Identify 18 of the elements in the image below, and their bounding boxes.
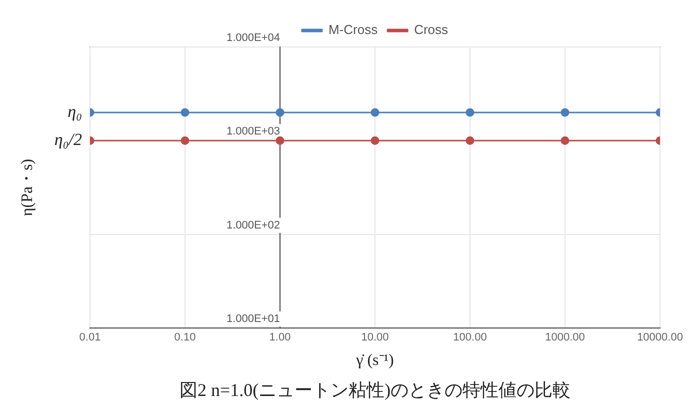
text: η₀/2 — [54, 130, 82, 150]
x-tick-label: 100.00 — [453, 332, 487, 344]
x-tick-label: 10.00 — [361, 332, 389, 344]
x-tick-label: 0.10 — [174, 332, 196, 344]
x-tick-label: 1000.00 — [545, 332, 585, 344]
x-axis-title: γ̇ (s⁻¹) — [355, 352, 394, 370]
y-tick-label: 1.000E+03 — [226, 126, 280, 138]
text: 図2 n=1.0(ニュートン粘性)のときの特性値の比較 — [179, 380, 571, 400]
y-tick-label: 1.000E+02 — [226, 219, 280, 232]
y-axis-title: η(Pa・s) — [19, 158, 36, 216]
x-tick-label: 10000.00 — [637, 332, 683, 344]
legend-label: Cross — [414, 22, 449, 38]
text: η₀ — [68, 102, 82, 121]
x-tick-label: 1.00 — [269, 332, 291, 344]
x-tick-label: 0.01 — [79, 332, 101, 344]
y-tick-label: 1.000E+04 — [226, 32, 280, 44]
legend-label: M-Cross — [328, 22, 378, 38]
y-tick-label: 1.000E+01 — [226, 313, 280, 326]
